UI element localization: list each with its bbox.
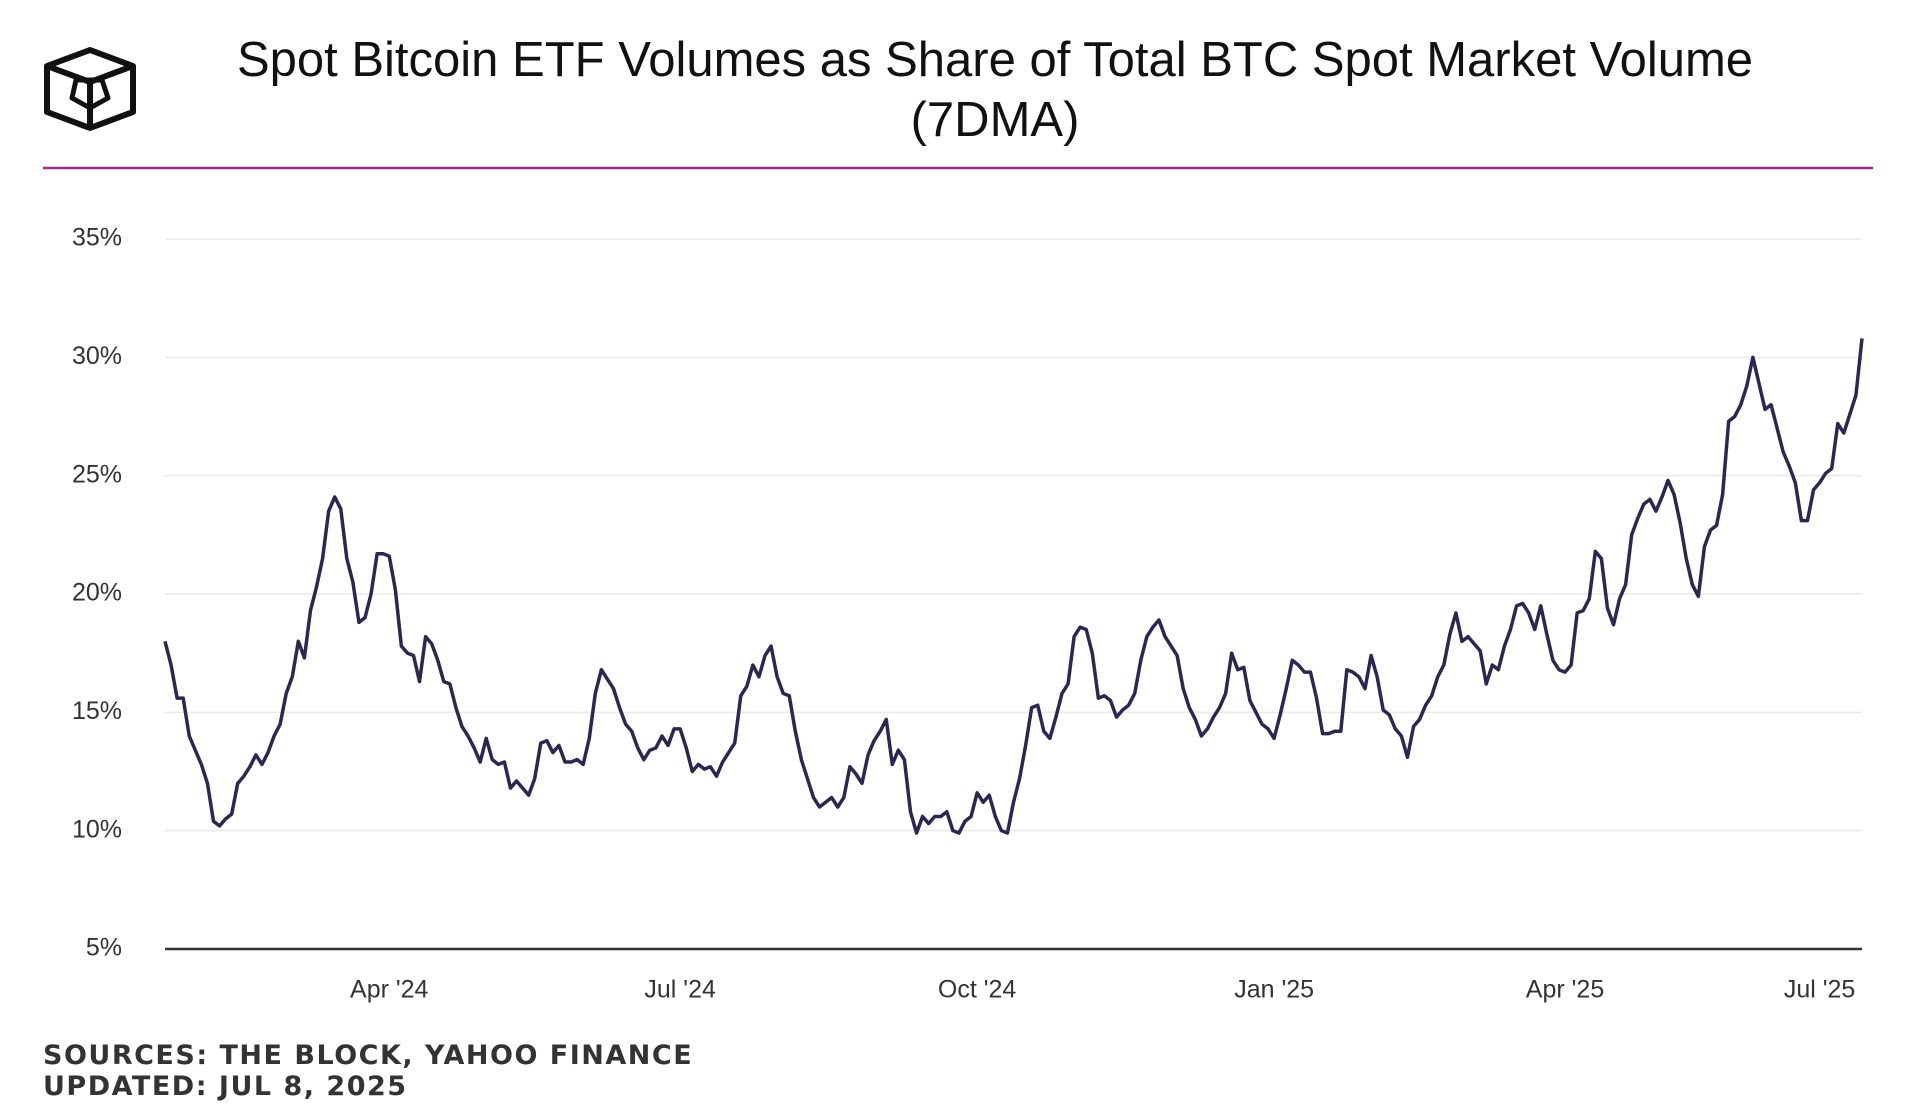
y-tick-label: 25% (72, 460, 122, 488)
x-tick-label: Apr '24 (350, 976, 429, 1004)
x-tick-label: Jul '24 (644, 976, 716, 1004)
y-tick-label: 35% (72, 224, 122, 252)
updated: UPDATED: JUL 8, 2025 (43, 1071, 408, 1102)
logo (44, 47, 136, 131)
x-tick-label: Apr '25 (1526, 976, 1604, 1004)
y-tick-label: 10% (72, 815, 122, 843)
x-tick-label: Jul '25 (1784, 976, 1855, 1004)
y-tick-label: 20% (72, 579, 122, 607)
x-tick-label: Oct '24 (938, 976, 1017, 1004)
sources: SOURCES: THE BLOCK, YAHOO FINANCE (43, 1040, 694, 1071)
y-tick-label: 30% (72, 342, 122, 370)
x-tick-label: Jan '25 (1234, 976, 1314, 1004)
data-line (163, 338, 1864, 835)
y-tick-label: 5% (86, 934, 122, 962)
chart-title: Spot Bitcoin ETF Volumes as Share of Tot… (236, 33, 1754, 147)
y-tick-label: 15% (72, 697, 122, 725)
